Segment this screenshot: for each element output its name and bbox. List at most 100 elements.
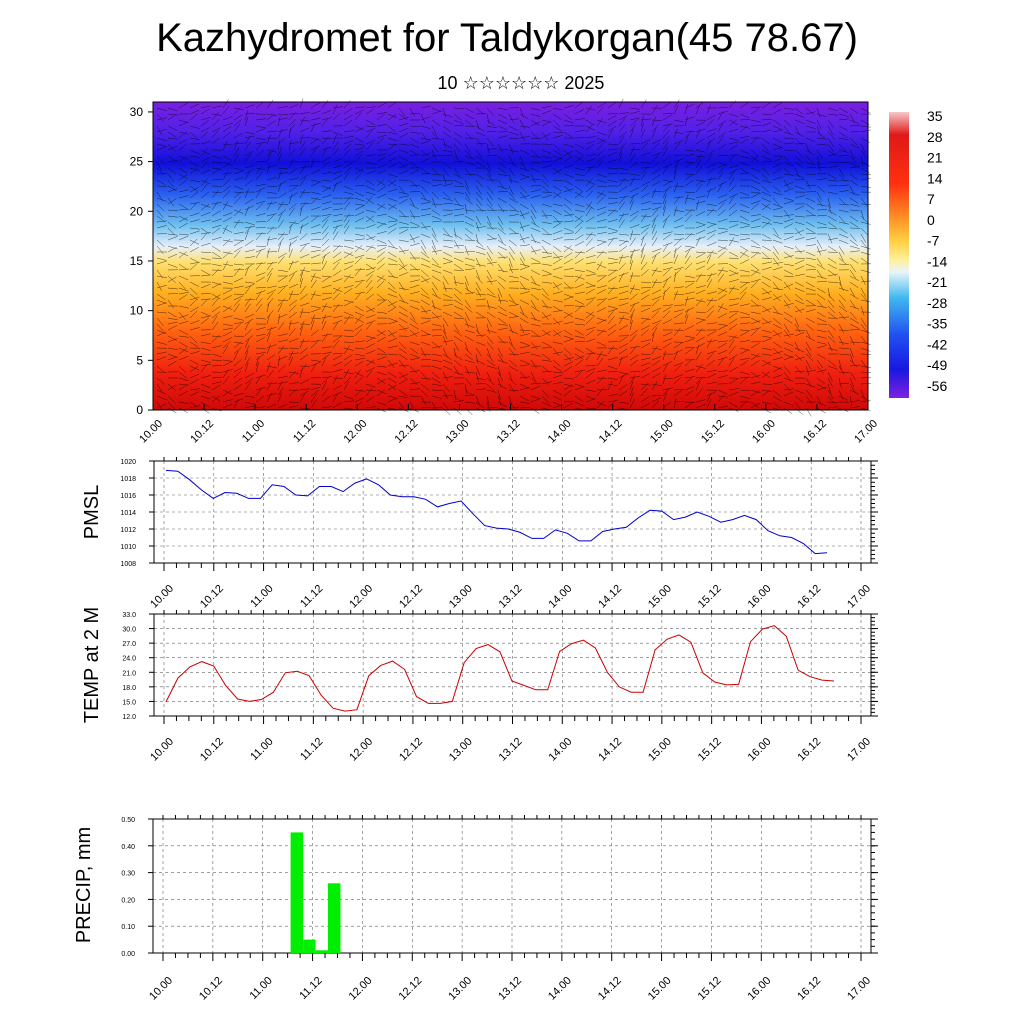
wind-vector (343, 311, 354, 317)
wind-vector (772, 305, 780, 315)
wind-vector (563, 173, 574, 178)
wind-vector (662, 165, 669, 175)
wind-vector (563, 143, 574, 148)
wind-vector (805, 287, 816, 292)
wind-vector (310, 137, 321, 141)
wind-vector (750, 381, 761, 385)
wind-vector (717, 331, 728, 337)
wind-vector (629, 287, 640, 291)
wind-vector (255, 128, 266, 133)
wind-vector (640, 287, 652, 289)
wind-vector (651, 356, 662, 361)
wind-vector (189, 113, 198, 121)
wind-vector (222, 261, 229, 271)
wind-vector (431, 365, 442, 370)
wind-vector (706, 273, 713, 283)
wind-vector (288, 270, 298, 277)
wind-vector (739, 209, 750, 214)
wind-vector (530, 239, 541, 244)
wind-vector (321, 292, 333, 295)
wind-vector (288, 128, 292, 139)
wind-vector (849, 281, 859, 288)
wind-vector (530, 275, 537, 285)
wind-vector (552, 291, 563, 295)
wind-vector (552, 167, 562, 175)
wind-vector (508, 371, 513, 382)
wind-vector (717, 120, 727, 127)
wind-vector (717, 370, 728, 373)
wind-vector (420, 157, 431, 163)
wind-vector (310, 122, 316, 133)
wind-vector (222, 217, 232, 223)
wind-vector (530, 131, 539, 139)
wind-vector (541, 194, 552, 199)
wind-vector (805, 335, 815, 342)
wind-vector (761, 137, 770, 145)
wind-vector (420, 239, 427, 249)
wind-vector (475, 113, 487, 115)
wind-vector (200, 298, 211, 301)
wind-vector (530, 189, 541, 193)
wind-vector (519, 135, 530, 139)
y-tick-label: 15.0 (122, 699, 136, 706)
wind-vector (695, 128, 701, 139)
y-tick-label: 1014 (120, 510, 136, 517)
wind-vector (255, 226, 267, 229)
wind-vector (728, 184, 737, 193)
wind-vector (662, 342, 672, 349)
wind-vector (629, 386, 634, 397)
wind-vector (541, 131, 549, 141)
wind-vector (596, 219, 607, 223)
x-tick-label: 13.12 (497, 583, 525, 611)
wind-vector (651, 214, 659, 223)
wind-vector (189, 103, 200, 109)
wind-vector (574, 386, 585, 391)
wind-vector (662, 388, 670, 397)
wind-vector (717, 287, 728, 293)
wind-vector (431, 359, 442, 362)
wind-vector (849, 287, 856, 297)
wind-vector (420, 287, 429, 296)
wind-vector (431, 184, 442, 187)
wind-vector (618, 240, 628, 247)
precip-bar (303, 939, 316, 953)
wind-vector (552, 258, 562, 265)
wind-vector (387, 299, 396, 308)
wind-vector (431, 299, 436, 310)
wind-vector (827, 149, 837, 157)
wind-vector (816, 143, 827, 146)
wind-vector (354, 305, 364, 312)
wind-vector (420, 251, 430, 259)
wind-vector (794, 113, 805, 118)
wind-vector (464, 263, 475, 268)
wind-vector (717, 123, 724, 133)
wind-vector (387, 143, 397, 151)
wind-vector (453, 353, 463, 361)
wind-vector (783, 401, 794, 406)
wind-vector (409, 395, 421, 397)
wind-vector (244, 373, 254, 379)
wind-vector (453, 281, 464, 285)
wind-vector (629, 329, 639, 337)
wind-vector (750, 360, 760, 367)
wind-vector (189, 202, 198, 211)
wind-vector (849, 203, 860, 207)
wind-vector (475, 245, 486, 251)
wind-vector (299, 119, 310, 122)
wind-vector (288, 290, 294, 301)
wind-vector (662, 290, 666, 301)
wind-vector (233, 293, 245, 296)
wind-vector (574, 109, 585, 115)
wind-vector (838, 299, 845, 309)
x-tick-label: 12.00 (341, 418, 369, 446)
wind-vector (541, 149, 552, 154)
x-tick-label: 17.00 (845, 583, 873, 611)
wind-vector (255, 287, 267, 289)
wind-vector (607, 341, 619, 343)
wind-vector (365, 279, 373, 289)
wind-vector (233, 303, 240, 313)
wind-vector (453, 233, 463, 240)
wind-vector (695, 299, 706, 303)
wind-vector (200, 179, 211, 185)
wind-vector (519, 351, 530, 355)
